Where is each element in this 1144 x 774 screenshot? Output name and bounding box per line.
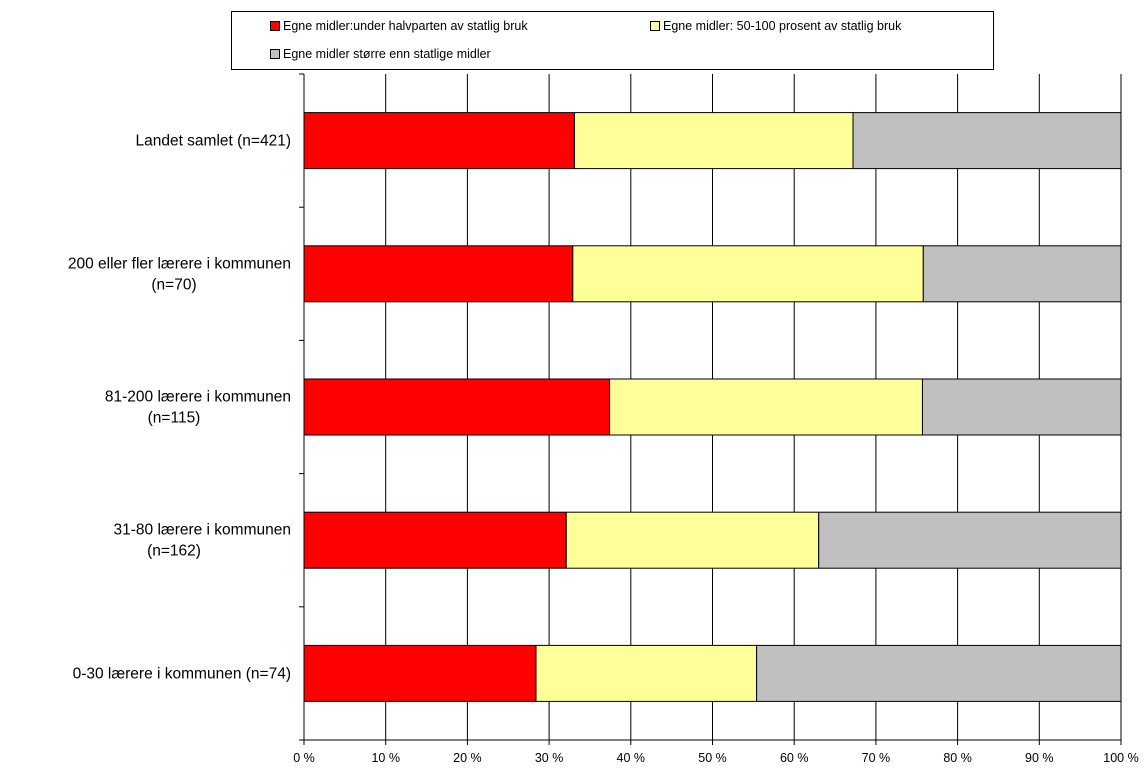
x-tick-label: 40 %: [617, 751, 646, 765]
legend-item: Egne midler større enn statlige midler: [270, 47, 491, 61]
x-tick-label: 50 %: [698, 751, 727, 765]
legend: Egne midler:under halvparten av statlig …: [231, 11, 994, 70]
x-tick-label: 10 %: [371, 751, 400, 765]
x-tick-label: 0 %: [293, 751, 315, 765]
legend-swatch: [270, 21, 280, 31]
bar-segment: [303, 378, 611, 436]
bar-segment: [852, 112, 1122, 170]
bar-segment: [565, 511, 820, 569]
x-tick-label: 70 %: [862, 751, 891, 765]
legend-item: Egne midler:under halvparten av statlig …: [270, 19, 528, 33]
bar-segment: [303, 511, 567, 569]
category-label: 81-200 lærere i kommunen: [105, 389, 291, 406]
bar-segment: [303, 245, 574, 303]
legend-swatch: [650, 21, 660, 31]
bar-segment: [303, 644, 537, 702]
legend-label: Egne midler: 50-100 prosent av statlig b…: [663, 19, 902, 33]
bar-segment: [303, 112, 575, 170]
bar-segment: [922, 245, 1122, 303]
category-label: 31-80 lærere i kommunen: [114, 522, 291, 539]
x-tick-label: 20 %: [453, 751, 482, 765]
x-tick-label: 30 %: [535, 751, 564, 765]
bar-segment: [535, 644, 758, 702]
x-tick-label: 90 %: [1025, 751, 1054, 765]
category-label: (n=115): [148, 410, 201, 427]
category-label: (n=162): [147, 543, 201, 560]
category-label: 0-30 lærere i kommunen (n=74): [73, 665, 291, 682]
bar-segment: [818, 511, 1122, 569]
legend-label: Egne midler:under halvparten av statlig …: [283, 19, 528, 33]
category-label: (n=70): [151, 276, 196, 293]
category-label: 200 eller fler lærere i kommunen: [68, 255, 291, 272]
bar-segment: [756, 644, 1122, 702]
bar-segment: [609, 378, 923, 436]
category-label: Landet samlet (n=421): [135, 133, 291, 150]
bar-segment: [572, 245, 924, 303]
x-tick-label: 100 %: [1103, 751, 1138, 765]
bar-segment: [921, 378, 1122, 436]
legend-label: Egne midler større enn statlige midler: [283, 47, 491, 61]
legend-item: Egne midler: 50-100 prosent av statlig b…: [650, 19, 901, 33]
legend-swatch: [270, 49, 280, 59]
x-tick-label: 60 %: [780, 751, 809, 765]
x-tick-label: 80 %: [943, 751, 972, 765]
bar-segment: [573, 112, 854, 170]
